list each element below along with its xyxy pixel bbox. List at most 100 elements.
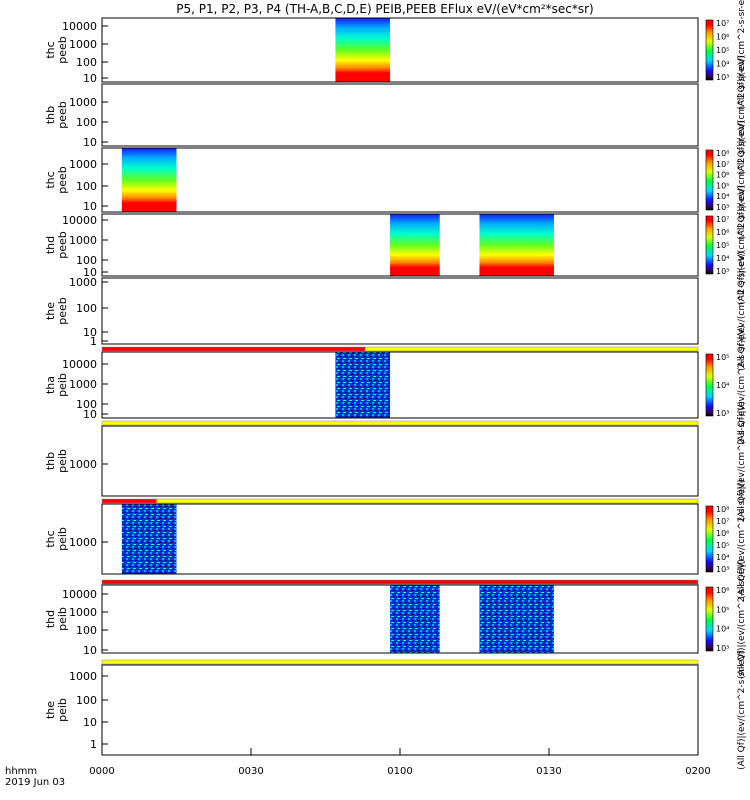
tha-peeb-y-tick-label: 100: [76, 56, 97, 69]
thb-peeb-panel-label: thbpeeb: [44, 101, 69, 129]
date-label: 2019 Jun 03: [5, 777, 66, 788]
thb-peeb-y-tick-label: 100: [76, 116, 97, 129]
thc-peib-y-tick-label: 1000: [69, 536, 97, 549]
thd-peib-colorbar-tick: 10⁴: [716, 625, 729, 634]
thd-peeb-panel-label: thdpeeb: [44, 231, 69, 259]
thb-peib-panel-label: thbpeib: [44, 449, 69, 473]
thc-peib-spectrogram-block-0: [121, 504, 177, 574]
thc-peeb-panel-label: thcpeeb: [44, 166, 69, 194]
thd-peib-colorbar: [705, 586, 714, 652]
thd-peeb-colorbar-label: (All Qf)|(ev/(cm^2-s-sr-eV): [737, 185, 747, 305]
tha-peib-y-tick-label: 100: [76, 398, 97, 411]
tha-peeb-panel-frame: [101, 17, 699, 83]
thc-peib-colorbar-tick: 10³: [716, 565, 729, 574]
tha-peeb-y-tick-label: 10000: [62, 20, 97, 33]
quality-bar-segment: [102, 660, 698, 664]
tha-peeb-panel-label: thcpeeb: [44, 36, 69, 64]
the-peeb-y-tick-label: 100: [76, 302, 97, 315]
panel-frames: [101, 17, 699, 756]
x-axis: 0000 0030 0100 0130 0200: [89, 748, 711, 777]
data-blocks: [121, 18, 554, 653]
thc-peib-colorbar-tick: 10⁴: [716, 553, 729, 562]
thd-peeb-y-tick-label: 10: [83, 266, 97, 279]
tha-peib-panel-frame: [101, 351, 699, 419]
thd-peeb-y-tick-label: 10000: [62, 214, 97, 227]
tha-peib-colorbar-tick: 10³: [716, 409, 729, 418]
the-peeb-y-tick-label: 1: [90, 335, 97, 348]
thc-peeb-colorbar-tick: 10⁷: [716, 160, 729, 169]
x-tick-label: 0130: [536, 766, 561, 777]
tha-peeb-y-tick-label: 10: [83, 72, 97, 85]
thd-peib-colorbar-tick: 10⁵: [716, 605, 729, 614]
thd-peeb-colorbar-tick: 10⁴: [716, 254, 729, 263]
thd-peeb-spectrogram-block-0: [390, 214, 440, 276]
thb-peeb-y-tick-label: 10: [83, 136, 97, 149]
thc-peib-panel-frame: [101, 503, 699, 575]
thd-peib-colorbar-tick: 10⁶: [716, 586, 729, 595]
thd-peeb-y-tick-label: 100: [76, 254, 97, 267]
thd-peib-colorbar-tick: 10³: [716, 644, 729, 653]
the-peib-colorbar-label: (All Qf)|(ev/(cm^2-s-sr-eV): [737, 650, 747, 770]
thc-peeb-colorbar: [705, 149, 714, 211]
tha-peeb-colorbar-tick: 10⁴: [716, 60, 729, 69]
quality-bar-segment: [156, 499, 699, 503]
quality-bars: [101, 346, 699, 665]
thd-peeb-colorbar-tick: 10⁷: [716, 215, 729, 224]
thd-peeb-colorbar-tick: 10⁵: [716, 241, 729, 250]
thc-peeb-y-tick-label: 10: [83, 200, 97, 213]
tha-peeb-colorbar-tick: 10⁵: [716, 46, 729, 55]
thb-peib-colorbar-label: (All Qf)|(ev/(cm^2-s-sr-eV): [737, 401, 747, 521]
chart-title: P5, P1, P2, P3, P4 (TH-A,B,C,D,E) PEIB,P…: [176, 2, 594, 16]
thb-peeb-y-tick-label: 1000: [69, 96, 97, 109]
quality-bar-segment: [102, 580, 698, 584]
the-peib-y-tick-label: 10: [83, 716, 97, 729]
thc-peeb-colorbar-tick: 10⁶: [716, 171, 729, 180]
tha-peeb-y-tick-label: 1000: [69, 38, 97, 51]
panel-labels: thcpeeb thbpeeb thcpeeb thdpeeb thepeeb thape…: [44, 36, 69, 722]
quality-bar-frame: [101, 579, 699, 585]
the-peib-y-tick-label: 1000: [69, 670, 97, 683]
thc-peeb-colorbar-tick: 10⁸: [716, 149, 729, 158]
tha-peeb-colorbar-tick: 10⁶: [716, 33, 729, 42]
thc-peeb-colorbar-tick: 10³: [716, 203, 729, 212]
thb-peib-panel-frame: [101, 425, 699, 497]
quality-bar-frame: [101, 420, 699, 426]
thc-peeb-y-tick-label: 1000: [69, 158, 97, 171]
thc-peeb-y-tick-label: 100: [76, 180, 97, 193]
quality-bar-frame: [101, 346, 699, 352]
thc-peib-colorbar-tick: 10⁸: [716, 505, 729, 514]
thd-peib-y-tick-label: 1000: [69, 606, 97, 619]
thc-peeb-colorbar-tick: 10⁵: [716, 181, 729, 190]
tha-peeb-colorbar-label: (All Qf)|(ev/(cm^2-s-sr-eV): [737, 0, 747, 110]
the-peib-panel-label: thepeib: [44, 698, 69, 722]
thd-peib-spectrogram-block-0: [390, 585, 440, 653]
thc-peeb-spectrogram-block-0: [121, 148, 177, 212]
tha-peib-panel-label: thapeib: [44, 373, 69, 397]
thc-peib-colorbar-tick: 10⁷: [716, 517, 729, 526]
thd-peeb-panel-frame: [101, 213, 699, 277]
tha-peib-y-tick-label: 10000: [62, 358, 97, 371]
thb-peeb-colorbar-label: (All Qf)|(ev/(cm^2-s-sr-eV): [737, 55, 747, 175]
tha-peib-y-tick-label: 1000: [69, 378, 97, 391]
quality-bar-frame: [101, 659, 699, 665]
quality-bar-segment: [102, 421, 698, 425]
thc-peeb-colorbar-label: (All Qf)|(ev/(cm^2-s-sr-eV): [737, 120, 747, 240]
thd-peib-panel-label: thdpeib: [44, 607, 69, 631]
tha-peib-colorbar-tick: 10⁵: [716, 353, 729, 362]
tha-peeb-colorbar-tick: 10⁷: [716, 19, 729, 28]
thd-peib-colorbar-label: (All Qf)|(ev/(cm^2-s-sr-eV): [737, 559, 747, 679]
thd-peib-y-tick-label: 10: [83, 644, 97, 657]
x-tick-label: 0200: [685, 766, 710, 777]
thd-peib-y-tick-label: 100: [76, 624, 97, 637]
the-peeb-panel-label: thepeeb: [44, 297, 69, 325]
thb-peeb-panel-frame: [101, 83, 699, 147]
quality-bar-segment: [365, 347, 698, 351]
thd-peeb-y-tick-label: 1000: [69, 234, 97, 247]
thd-peib-spectrogram-block-1: [479, 585, 554, 653]
thc-peeb-panel-frame: [101, 147, 699, 213]
tha-peib-colorbar: [705, 353, 714, 417]
the-peib-y-tick-label: 1: [90, 738, 97, 751]
x-tick-label: 0000: [89, 766, 114, 777]
thc-peib-colorbar: [705, 505, 714, 573]
